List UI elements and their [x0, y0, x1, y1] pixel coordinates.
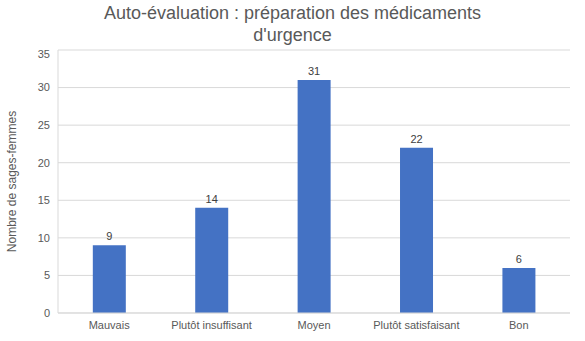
svg-text:0: 0	[44, 307, 50, 319]
svg-text:22: 22	[410, 133, 422, 145]
svg-text:20: 20	[38, 157, 50, 169]
svg-text:25: 25	[38, 119, 50, 131]
svg-text:Moyen: Moyen	[297, 319, 330, 331]
svg-text:Nombre de sages-femmes: Nombre de sages-femmes	[8, 111, 19, 252]
svg-text:Mauvais: Mauvais	[89, 319, 130, 331]
svg-text:6: 6	[516, 253, 522, 265]
svg-text:14: 14	[206, 193, 218, 205]
svg-text:31: 31	[308, 65, 320, 77]
svg-text:Plutôt insuffisant: Plutôt insuffisant	[171, 319, 252, 331]
svg-text:15: 15	[38, 194, 50, 206]
svg-text:9: 9	[106, 230, 112, 242]
svg-text:35: 35	[38, 48, 50, 60]
svg-text:Bon: Bon	[509, 319, 529, 331]
svg-text:30: 30	[38, 81, 50, 93]
svg-text:10: 10	[38, 232, 50, 244]
html-text:Auto-évaluation : préparation: Auto-évaluation : préparation des médica…	[103, 3, 482, 45]
svg-text:Plutôt satisfaisant: Plutôt satisfaisant	[373, 319, 459, 331]
svg-text:5: 5	[44, 269, 50, 281]
